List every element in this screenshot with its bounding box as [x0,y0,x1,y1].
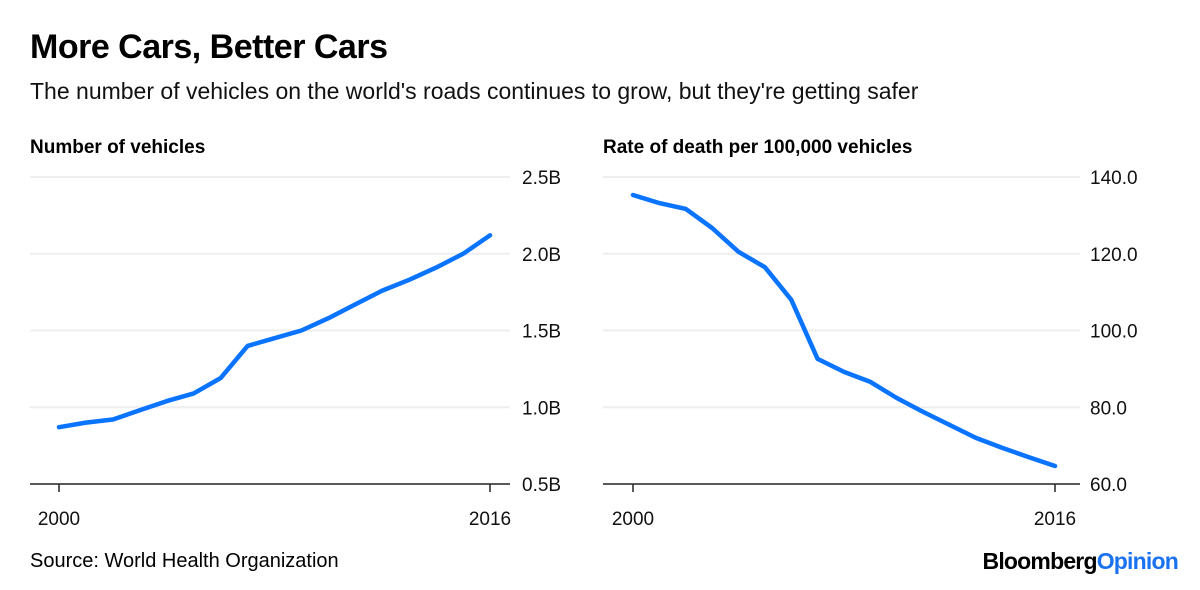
y-tick-label: 2.5B [522,168,561,189]
y-tick-label: 1.0B [522,398,561,419]
chart-subtitle: The number of vehicles on the world's ro… [30,78,919,104]
panel-title: Rate of death per 100,000 vehicles [603,137,912,158]
y-tick-label: 60.0 [1090,475,1127,496]
x-tick-label: 2000 [612,509,654,530]
y-tick-label: 140.0 [1090,168,1138,189]
y-tick-label: 80.0 [1090,398,1127,419]
series-line [56,233,493,430]
y-tick-label: 2.0B [522,245,561,266]
y-tick-label: 1.5B [522,322,561,343]
x-tick-label: 2000 [38,509,80,530]
panel-title: Number of vehicles [30,137,205,158]
x-tick-label: 2016 [469,509,511,530]
chart-title: More Cars, Better Cars [30,28,388,66]
x-tick-label: 2016 [1034,509,1076,530]
series-line [630,192,1058,469]
y-tick-label: 0.5B [522,475,561,496]
bloomberg-opinion-logo: BloombergOpinion [982,548,1179,574]
source-note: Source: World Health Organization [30,550,339,572]
y-tick-label: 120.0 [1090,245,1138,266]
y-tick-label: 100.0 [1090,322,1138,343]
